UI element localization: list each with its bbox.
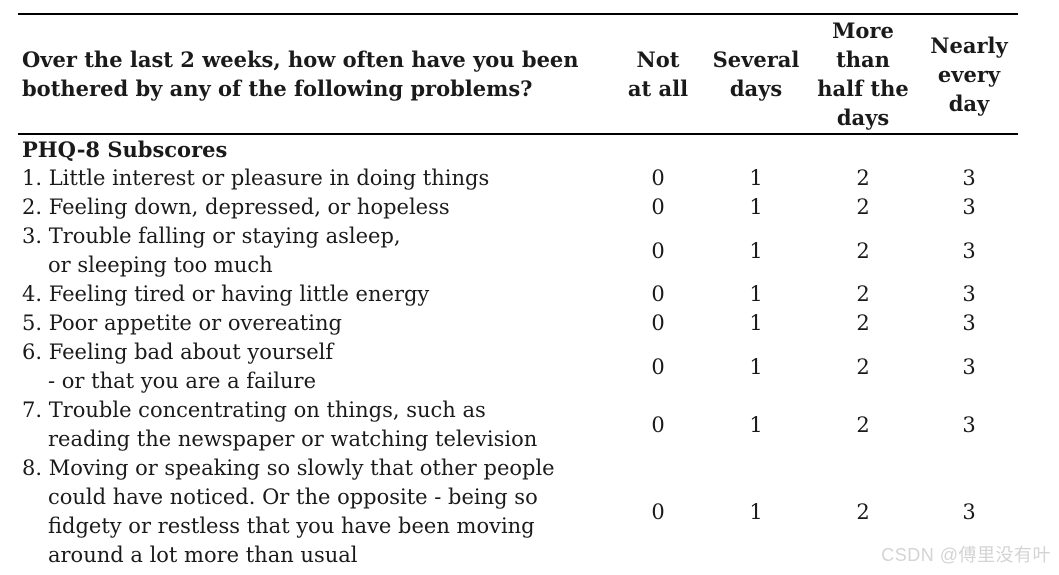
table-row: 5. Poor appetite or overeating 0 1 2 3 <box>18 309 1018 338</box>
score-cell: 3 <box>962 412 976 437</box>
score-cell: 1 <box>749 195 763 219</box>
question-cell: 1. Little interest or pleasure in doing … <box>22 166 490 190</box>
score-cell: 0 <box>651 499 665 524</box>
table-row: 1. Little interest or pleasure in doing … <box>18 164 1018 193</box>
question-cell: 8. Moving or speaking so slowly that oth… <box>22 456 555 567</box>
score-cell: 2 <box>856 166 870 190</box>
column-header-nearly-every-day: Nearly every day <box>920 14 1018 135</box>
score-cell: 2 <box>856 412 870 437</box>
score-cell: 3 <box>962 499 976 524</box>
score-cell: 0 <box>651 195 665 219</box>
score-cell: 0 <box>651 311 665 335</box>
score-cell: 3 <box>962 166 976 190</box>
score-cell: 1 <box>749 166 763 190</box>
score-cell: 3 <box>962 282 976 306</box>
score-cell: 1 <box>749 412 763 437</box>
question-cell: 3. Trouble falling or staying asleep, or… <box>22 224 401 277</box>
score-cell: 1 <box>749 238 763 263</box>
score-cell: 3 <box>962 238 976 263</box>
question-cell: 7. Trouble concentrating on things, such… <box>22 398 538 451</box>
question-cell: 2. Feeling down, depressed, or hopeless <box>22 195 450 219</box>
csdn-watermark: CSDN @傅里没有叶 <box>881 545 1051 565</box>
table-header-row: Over the last 2 weeks, how often have yo… <box>18 14 1018 135</box>
score-cell: 2 <box>856 195 870 219</box>
table-row: 8. Moving or speaking so slowly that oth… <box>18 454 1018 570</box>
score-cell: 2 <box>856 499 870 524</box>
question-column-header: Over the last 2 weeks, how often have yo… <box>18 14 610 135</box>
score-cell: 0 <box>651 282 665 306</box>
table-row: 2. Feeling down, depressed, or hopeless … <box>18 193 1018 222</box>
column-header-several-days: Several days <box>706 14 806 135</box>
table-row: 6. Feeling bad about yourself - or that … <box>18 338 1018 396</box>
column-header-not-at-all: Not at all <box>610 14 706 135</box>
score-cell: 2 <box>856 311 870 335</box>
score-cell: 1 <box>749 311 763 335</box>
score-cell: 2 <box>856 354 870 379</box>
score-cell: 1 <box>749 354 763 379</box>
score-cell: 0 <box>651 238 665 263</box>
section-header: PHQ-8 Subscores <box>22 137 228 162</box>
score-cell: 3 <box>962 311 976 335</box>
question-cell: 4. Feeling tired or having little energy <box>22 282 430 306</box>
score-cell: 3 <box>962 354 976 379</box>
question-cell: 6. Feeling bad about yourself - or that … <box>22 340 334 393</box>
score-cell: 1 <box>749 282 763 306</box>
table-row: 4. Feeling tired or having little energy… <box>18 280 1018 309</box>
score-cell: 3 <box>962 195 976 219</box>
score-cell: 0 <box>651 354 665 379</box>
score-cell: 2 <box>856 282 870 306</box>
table-row: 7. Trouble concentrating on things, such… <box>18 396 1018 454</box>
score-cell: 0 <box>651 412 665 437</box>
score-cell: 0 <box>651 166 665 190</box>
phq8-questionnaire-table: Over the last 2 weeks, how often have yo… <box>18 13 1018 570</box>
question-cell: 5. Poor appetite or overeating <box>22 311 342 335</box>
score-cell: 2 <box>856 238 870 263</box>
column-header-more-than-half-the-days: More than half the days <box>806 14 920 135</box>
table-row: 3. Trouble falling or staying asleep, or… <box>18 222 1018 280</box>
score-cell: 1 <box>749 499 763 524</box>
section-header-row: PHQ-8 Subscores <box>18 134 1018 164</box>
